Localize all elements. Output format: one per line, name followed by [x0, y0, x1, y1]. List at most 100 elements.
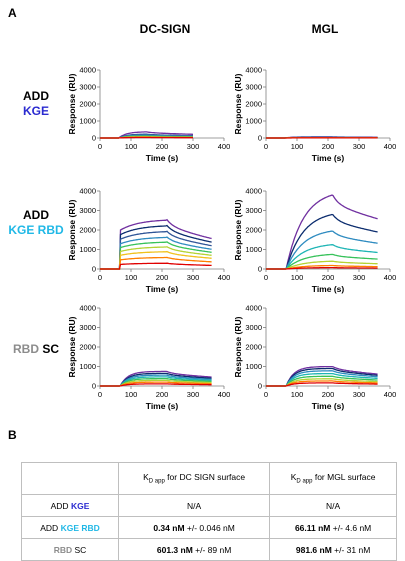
y-tick-label: 1000	[245, 362, 262, 371]
y-tick-label: 3000	[245, 83, 262, 92]
y-tick-label: 4000	[79, 187, 96, 196]
y-tick-label: 1000	[79, 117, 96, 126]
x-tick-label: 100	[125, 142, 138, 151]
column-header-dcsign: DC-SIGN	[105, 22, 225, 36]
dc-value-cell: N/A	[119, 495, 270, 517]
x-tick-label: 200	[156, 273, 169, 282]
kd-sub-app: app	[302, 479, 312, 485]
mgl-error: +/- 4.6 nM	[330, 523, 371, 533]
y-tick-label: 0	[92, 265, 96, 274]
x-tick-label: 300	[187, 390, 200, 399]
mgl-value: N/A	[326, 501, 340, 511]
x-axis-label: Time (s)	[312, 401, 345, 411]
mgl-value: 66.11 nM	[295, 523, 330, 533]
y-tick-label: 3000	[79, 323, 96, 332]
row-label-line1: ADD	[6, 208, 66, 223]
dc-error: +/- 0.046 nM	[185, 523, 235, 533]
y-tick-label: 4000	[79, 304, 96, 313]
y-tick-label: 3000	[79, 206, 96, 215]
table-header-row: KD app for DC SIGN surface KD app for MG…	[22, 463, 397, 495]
kd-sub-app: app	[155, 479, 165, 485]
y-tick-label: 1000	[245, 245, 262, 254]
x-axis-label: Time (s)	[146, 153, 179, 163]
kd-sub-d: D	[296, 479, 300, 485]
y-tick-label: 2000	[79, 100, 96, 109]
y-tick-label: 4000	[245, 304, 262, 313]
x-tick-label: 300	[353, 273, 366, 282]
y-tick-label: 2000	[79, 343, 96, 352]
x-tick-label: 200	[156, 142, 169, 151]
x-tick-label: 200	[322, 142, 335, 151]
panel-label-b: B	[8, 428, 17, 442]
x-tick-label: 0	[98, 390, 102, 399]
y-tick-label: 1000	[245, 117, 262, 126]
series-line	[100, 263, 212, 269]
label-kge: KGE	[71, 501, 89, 511]
kd-table: KD app for DC SIGN surface KD app for MG…	[21, 462, 397, 561]
table-header-dc: KD app for DC SIGN surface	[119, 463, 270, 495]
row-label-add-kge-rbd: ADD KGE RBD	[6, 208, 66, 238]
x-axis-label: Time (s)	[146, 284, 179, 294]
y-tick-label: 4000	[245, 187, 262, 196]
panel-label-a: A	[8, 6, 17, 20]
x-tick-label: 0	[264, 273, 268, 282]
y-tick-label: 1000	[79, 362, 96, 371]
table-header-mgl: KD app for MGL surface	[270, 463, 397, 495]
y-tick-label: 0	[258, 382, 262, 391]
x-axis-label: Time (s)	[312, 153, 345, 163]
header-mgl-text: for MGL surface	[315, 472, 376, 482]
table-row: ADD KGE N/A N/A	[22, 495, 397, 517]
y-tick-label: 2000	[245, 343, 262, 352]
y-axis-label: Response (RU)	[67, 199, 77, 260]
y-axis-label: Response (RU)	[233, 199, 243, 260]
x-tick-label: 100	[125, 390, 138, 399]
y-tick-label: 4000	[79, 66, 96, 75]
y-tick-label: 2000	[79, 226, 96, 235]
y-tick-label: 2000	[245, 226, 262, 235]
x-axis-label: Time (s)	[312, 284, 345, 294]
kd-sub-d: D	[149, 479, 153, 485]
row-label-line1: ADD	[6, 89, 66, 104]
row-label-cell: ADD KGE	[22, 495, 119, 517]
y-tick-label: 3000	[245, 323, 262, 332]
y-tick-label: 0	[92, 134, 96, 143]
y-tick-label: 3000	[245, 206, 262, 215]
y-tick-label: 3000	[79, 83, 96, 92]
series-line	[100, 138, 193, 139]
series-line	[266, 215, 378, 270]
y-axis-label: Response (RU)	[67, 73, 77, 134]
x-tick-label: 200	[322, 390, 335, 399]
row-label-cell: ADD KGE RBD	[22, 517, 119, 539]
y-tick-label: 2000	[245, 100, 262, 109]
series-line	[266, 383, 378, 386]
table-row: ADD KGE RBD 0.34 nM +/- 0.046 nM 66.11 n…	[22, 517, 397, 539]
x-axis-label: Time (s)	[146, 401, 179, 411]
row-label-line2: KGE	[6, 104, 66, 119]
mgl-value-cell: N/A	[270, 495, 397, 517]
x-tick-label: 100	[291, 390, 304, 399]
x-tick-label: 100	[291, 142, 304, 151]
y-tick-label: 0	[258, 134, 262, 143]
dc-value: N/A	[187, 501, 201, 511]
x-tick-label: 400	[384, 390, 397, 399]
x-tick-label: 0	[264, 390, 268, 399]
x-tick-label: 300	[353, 390, 366, 399]
y-tick-label: 0	[258, 265, 262, 274]
x-tick-label: 200	[322, 273, 335, 282]
label-add: ADD	[51, 501, 69, 511]
table-header-empty	[22, 463, 119, 495]
dc-value-cell: 0.34 nM +/- 0.046 nM	[119, 517, 270, 539]
x-tick-label: 300	[187, 273, 200, 282]
row-label-rbd-sc: RBD SC	[6, 342, 66, 357]
x-tick-label: 300	[353, 142, 366, 151]
y-tick-label: 0	[92, 382, 96, 391]
x-tick-label: 100	[291, 273, 304, 282]
y-axis-label: Response (RU)	[67, 316, 77, 377]
x-tick-label: 300	[187, 142, 200, 151]
row-label-add-kge: ADD KGE	[6, 89, 66, 119]
x-tick-label: 0	[98, 142, 102, 151]
